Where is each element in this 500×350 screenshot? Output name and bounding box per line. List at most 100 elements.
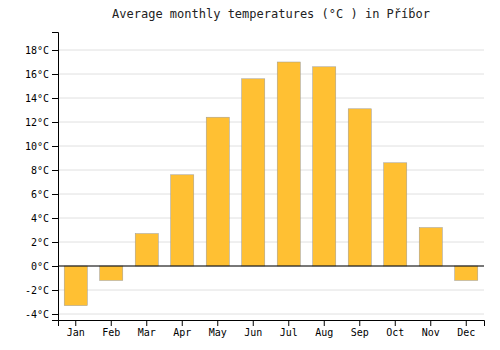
y-tick: 10°C: [25, 141, 58, 152]
y-tick-label: 14°C: [25, 93, 49, 104]
y-tick: 6°C: [31, 189, 58, 200]
y-tick-label: 2°C: [31, 237, 49, 248]
y-tick: -2°C: [25, 285, 58, 296]
x-tick-label: Aug: [315, 327, 333, 338]
y-axis-line: [52, 33, 59, 321]
grid-line: [58, 314, 484, 315]
x-tick: Mar: [138, 320, 156, 338]
grid: [58, 50, 484, 314]
x-tick: May: [209, 320, 227, 338]
x-tick-label: Jun: [244, 327, 262, 338]
x-tick-mark: [359, 320, 360, 326]
x-tick-label: Nov: [422, 327, 440, 338]
y-tick-mark: [52, 314, 58, 315]
x-tick-label: May: [209, 327, 227, 338]
bar: [100, 266, 123, 280]
x-tick-mark: [395, 320, 396, 326]
x-tick: Nov: [422, 320, 440, 338]
grid-line: [58, 146, 484, 147]
bar: [242, 79, 265, 266]
grid-line: [58, 218, 484, 219]
y-tick-mark: [52, 146, 58, 147]
y-tick: 4°C: [31, 213, 58, 224]
y-tick-mark: [52, 170, 58, 171]
y-tick: 8°C: [31, 165, 58, 176]
y-tick-label: 6°C: [31, 189, 49, 200]
grid-line: [58, 170, 484, 171]
y-tick-mark: [52, 98, 58, 99]
x-tick-mark: [182, 320, 183, 326]
grid-line: [58, 194, 484, 195]
plot-area: -4°C -2°C 0°C 2°C 4°C 6°C 8°C 10°C 12°C 14°C 16°C 1…: [25, 33, 485, 339]
bar: [419, 228, 442, 266]
x-tick: Jan: [67, 320, 85, 338]
grid-line: [58, 122, 484, 123]
bars: [58, 62, 484, 306]
x-tick: Feb: [102, 320, 120, 338]
x-tick-label: Mar: [138, 327, 156, 338]
grid-line: [58, 98, 484, 99]
x-tick: Dec: [457, 320, 475, 338]
y-tick: 2°C: [31, 237, 58, 248]
bar: [206, 117, 229, 266]
chart: Average monthly temperatures (°C ) in Př…: [0, 0, 500, 350]
y-tick-mark: [52, 122, 58, 123]
x-tick-label: Jan: [67, 327, 85, 338]
y-tick-label: 0°C: [31, 261, 49, 272]
y-tick-mark: [52, 74, 58, 75]
x-tick-label: Dec: [457, 327, 475, 338]
y-tick: 12°C: [25, 117, 58, 128]
x-tick-label: Jul: [280, 327, 298, 338]
y-tick: -4°C: [25, 309, 58, 320]
bar: [64, 266, 87, 306]
x-tick-label: Feb: [102, 327, 120, 338]
x-tick-mark: [217, 320, 218, 326]
bar: [384, 163, 407, 266]
grid-line: [58, 50, 484, 51]
y-tick-label: 8°C: [31, 165, 49, 176]
x-tick: Aug: [315, 320, 333, 338]
title: Average monthly temperatures (°C ) in Př…: [112, 7, 430, 21]
x-tick: Apr: [173, 320, 191, 338]
zero-line: [58, 265, 484, 266]
y-axis: -4°C -2°C 0°C 2°C 4°C 6°C 8°C 10°C 12°C 14°C 16°C 1…: [25, 33, 59, 321]
y-tick-mark: [52, 290, 58, 291]
x-tick: Oct: [386, 320, 404, 338]
bar: [171, 175, 194, 266]
bar: [277, 62, 300, 266]
y-tick-label: -4°C: [25, 309, 49, 320]
bar: [455, 266, 478, 280]
y-tick: 18°C: [25, 45, 58, 56]
y-tick: 0°C: [31, 261, 58, 272]
y-tick: 14°C: [25, 93, 58, 104]
x-tick: Sep: [351, 320, 369, 338]
y-tick-mark: [52, 218, 58, 219]
y-tick-mark: [52, 194, 58, 195]
y-tick-mark: [52, 50, 58, 51]
x-axis: Jan Feb Mar Apr May Jun Jul Aug Sep Oct Nov Dec: [59, 320, 485, 338]
x-tick-mark: [430, 320, 431, 326]
x-tick-mark: [146, 320, 147, 326]
bar: [135, 234, 158, 266]
x-tick: Jul: [280, 320, 298, 338]
grid-line: [58, 74, 484, 75]
y-tick-label: 16°C: [25, 69, 49, 80]
y-tick-mark: [52, 242, 58, 243]
x-tick-mark: [75, 320, 76, 326]
bar: [348, 109, 371, 266]
y-tick-label: 18°C: [25, 45, 49, 56]
y-tick-mark: [52, 266, 58, 267]
x-tick-mark: [288, 320, 289, 326]
x-tick-label: Apr: [173, 327, 191, 338]
x-tick-mark: [324, 320, 325, 326]
grid-line: [58, 266, 484, 267]
y-tick-label: -2°C: [25, 285, 49, 296]
y-tick-label: 10°C: [25, 141, 49, 152]
bar: [313, 67, 336, 266]
x-tick: Jun: [244, 320, 262, 338]
x-tick-mark: [466, 320, 467, 326]
x-tick-mark: [111, 320, 112, 326]
y-tick-label: 4°C: [31, 213, 49, 224]
grid-line: [58, 290, 484, 291]
x-axis-line: [59, 321, 485, 327]
